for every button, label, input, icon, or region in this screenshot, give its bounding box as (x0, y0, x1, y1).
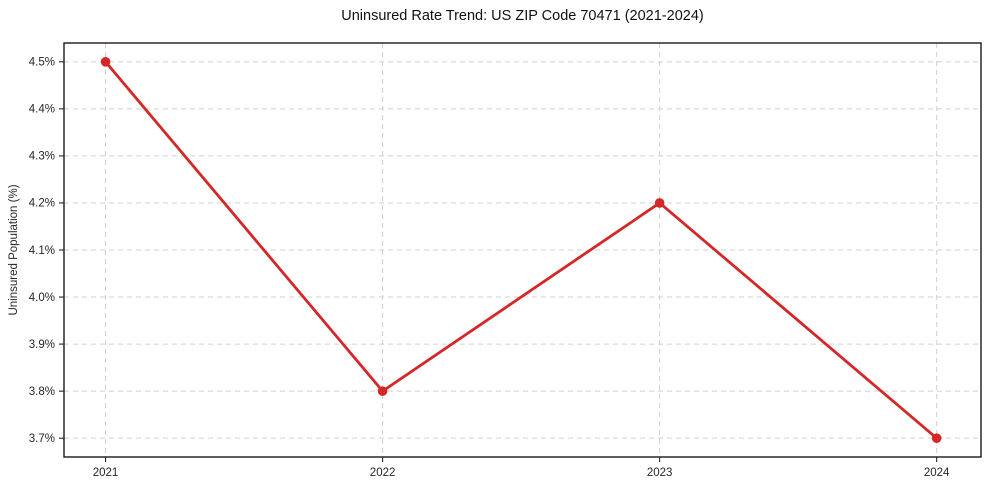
chart-title: Uninsured Rate Trend: US ZIP Code 70471 … (341, 8, 704, 24)
data-point (654, 198, 665, 208)
data-point (100, 57, 111, 67)
x-tick-label: 2023 (647, 467, 673, 479)
y-tick-label: 4.5% (29, 57, 55, 69)
x-tick-label: 2024 (924, 467, 950, 479)
y-tick-label: 4.1% (29, 245, 55, 257)
data-point (931, 433, 942, 443)
y-tick-label: 3.8% (29, 386, 55, 398)
data-line (104, 60, 939, 440)
y-tick-label: 4.2% (29, 198, 55, 210)
y-tick-label: 3.7% (29, 433, 55, 445)
y-tick-label: 4.3% (29, 151, 55, 163)
y-tick-label: 4.0% (29, 292, 55, 304)
x-tick-label: 2022 (370, 467, 396, 479)
y-tick-label: 4.4% (29, 104, 55, 116)
y-tick-label: 3.9% (29, 339, 55, 351)
data-point (377, 386, 388, 396)
x-tick-label: 2021 (93, 467, 119, 479)
